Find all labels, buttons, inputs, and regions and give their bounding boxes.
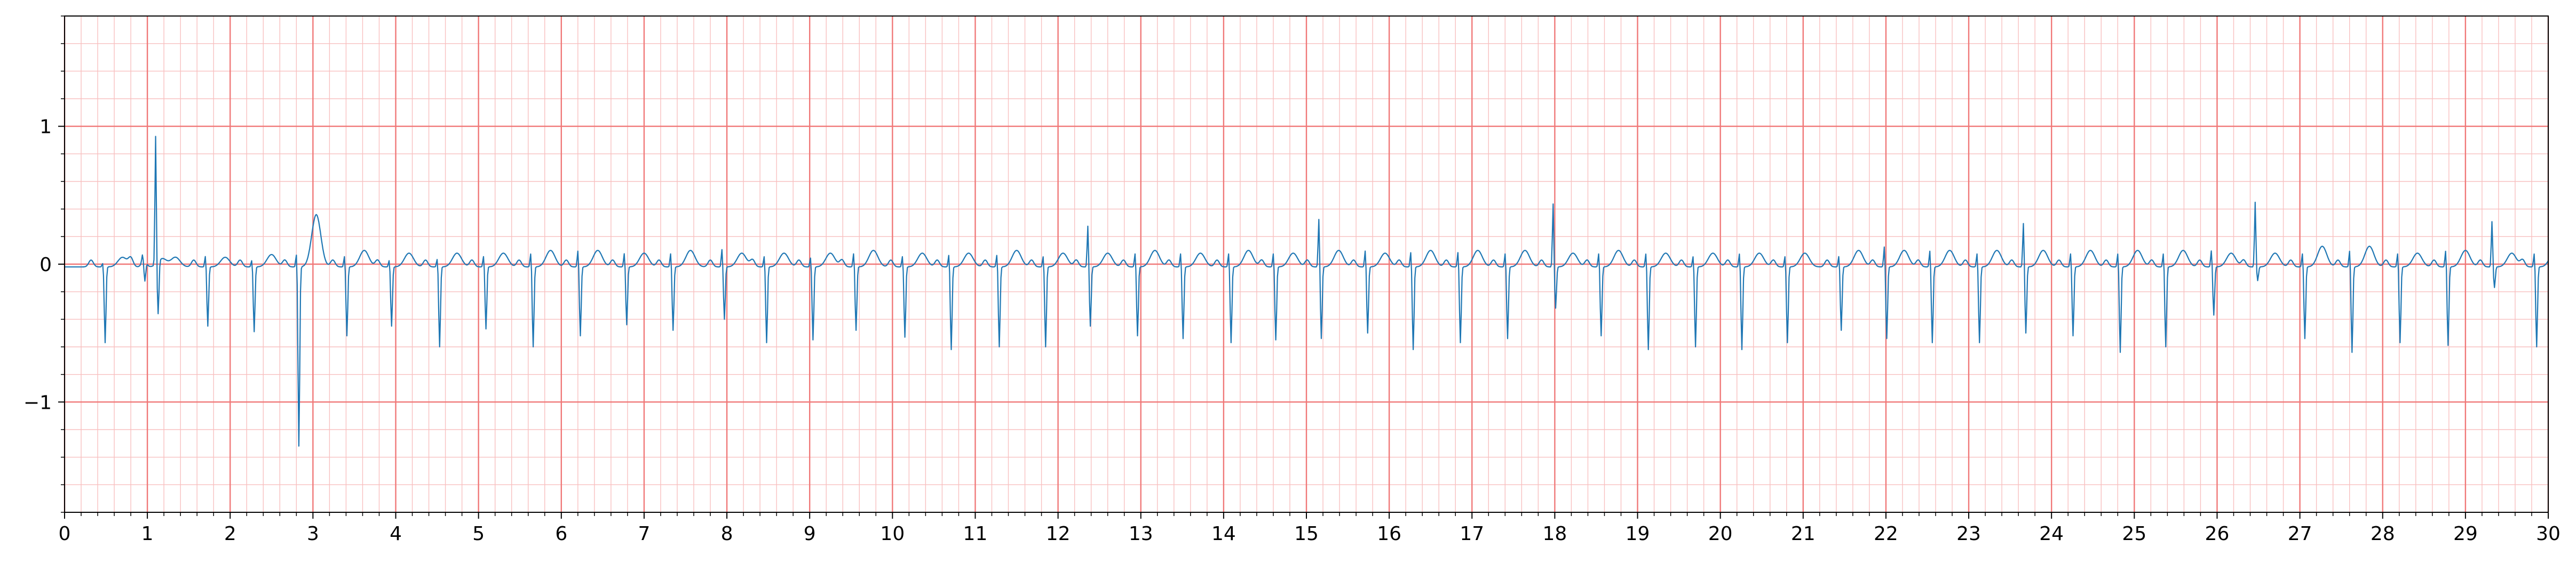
x-tick-label: 20 — [1708, 523, 1733, 545]
x-tick-label: 5 — [472, 523, 485, 545]
x-tick-label: 16 — [1377, 523, 1401, 545]
ecg-trace — [65, 136, 2549, 447]
x-tick-label: 12 — [1046, 523, 1071, 545]
x-tick-label: 28 — [2371, 523, 2395, 545]
y-tick-label: 0 — [39, 254, 52, 276]
x-tick-label: 25 — [2122, 523, 2146, 545]
x-tick-label: 23 — [1956, 523, 1981, 545]
x-tick-label: 22 — [1874, 523, 1898, 545]
x-tick-label: 17 — [1460, 523, 1484, 545]
x-tick-label: 13 — [1129, 523, 1153, 545]
x-tick-label: 30 — [2536, 523, 2561, 545]
x-tick-label: 6 — [555, 523, 567, 545]
x-tick-label: 26 — [2205, 523, 2230, 545]
x-tick-label: 8 — [721, 523, 733, 545]
x-tick-label: 4 — [390, 523, 402, 545]
x-tick-label: 29 — [2453, 523, 2478, 545]
x-tick-label: 7 — [638, 523, 650, 545]
y-tick-label: 1 — [39, 116, 52, 138]
x-tick-label: 9 — [804, 523, 816, 545]
y-axis-ticks: −1 0 1 — [23, 15, 65, 513]
x-axis-ticks: 0 1 2 3 4 5 6 7 8 9 10 11 12 13 14 15 16 17 18 19 20 21 22 23 24… — [59, 512, 2561, 545]
x-tick-label: 11 — [963, 523, 988, 545]
x-tick-label: 14 — [1211, 523, 1236, 545]
x-tick-label: 15 — [1294, 523, 1319, 545]
x-tick-label: 0 — [59, 523, 71, 545]
x-tick-label: 18 — [1542, 523, 1567, 545]
x-tick-label: 1 — [141, 523, 154, 545]
x-tick-label: 19 — [1626, 523, 1650, 545]
x-tick-label: 2 — [224, 523, 236, 545]
x-tick-label: 21 — [1791, 523, 1816, 545]
x-tick-label: 3 — [307, 523, 319, 545]
x-tick-label: 24 — [2039, 523, 2064, 545]
ecg-line — [65, 136, 2549, 447]
x-tick-label: 10 — [880, 523, 905, 545]
x-tick-label: 27 — [2288, 523, 2312, 545]
y-tick-label: −1 — [23, 392, 52, 414]
